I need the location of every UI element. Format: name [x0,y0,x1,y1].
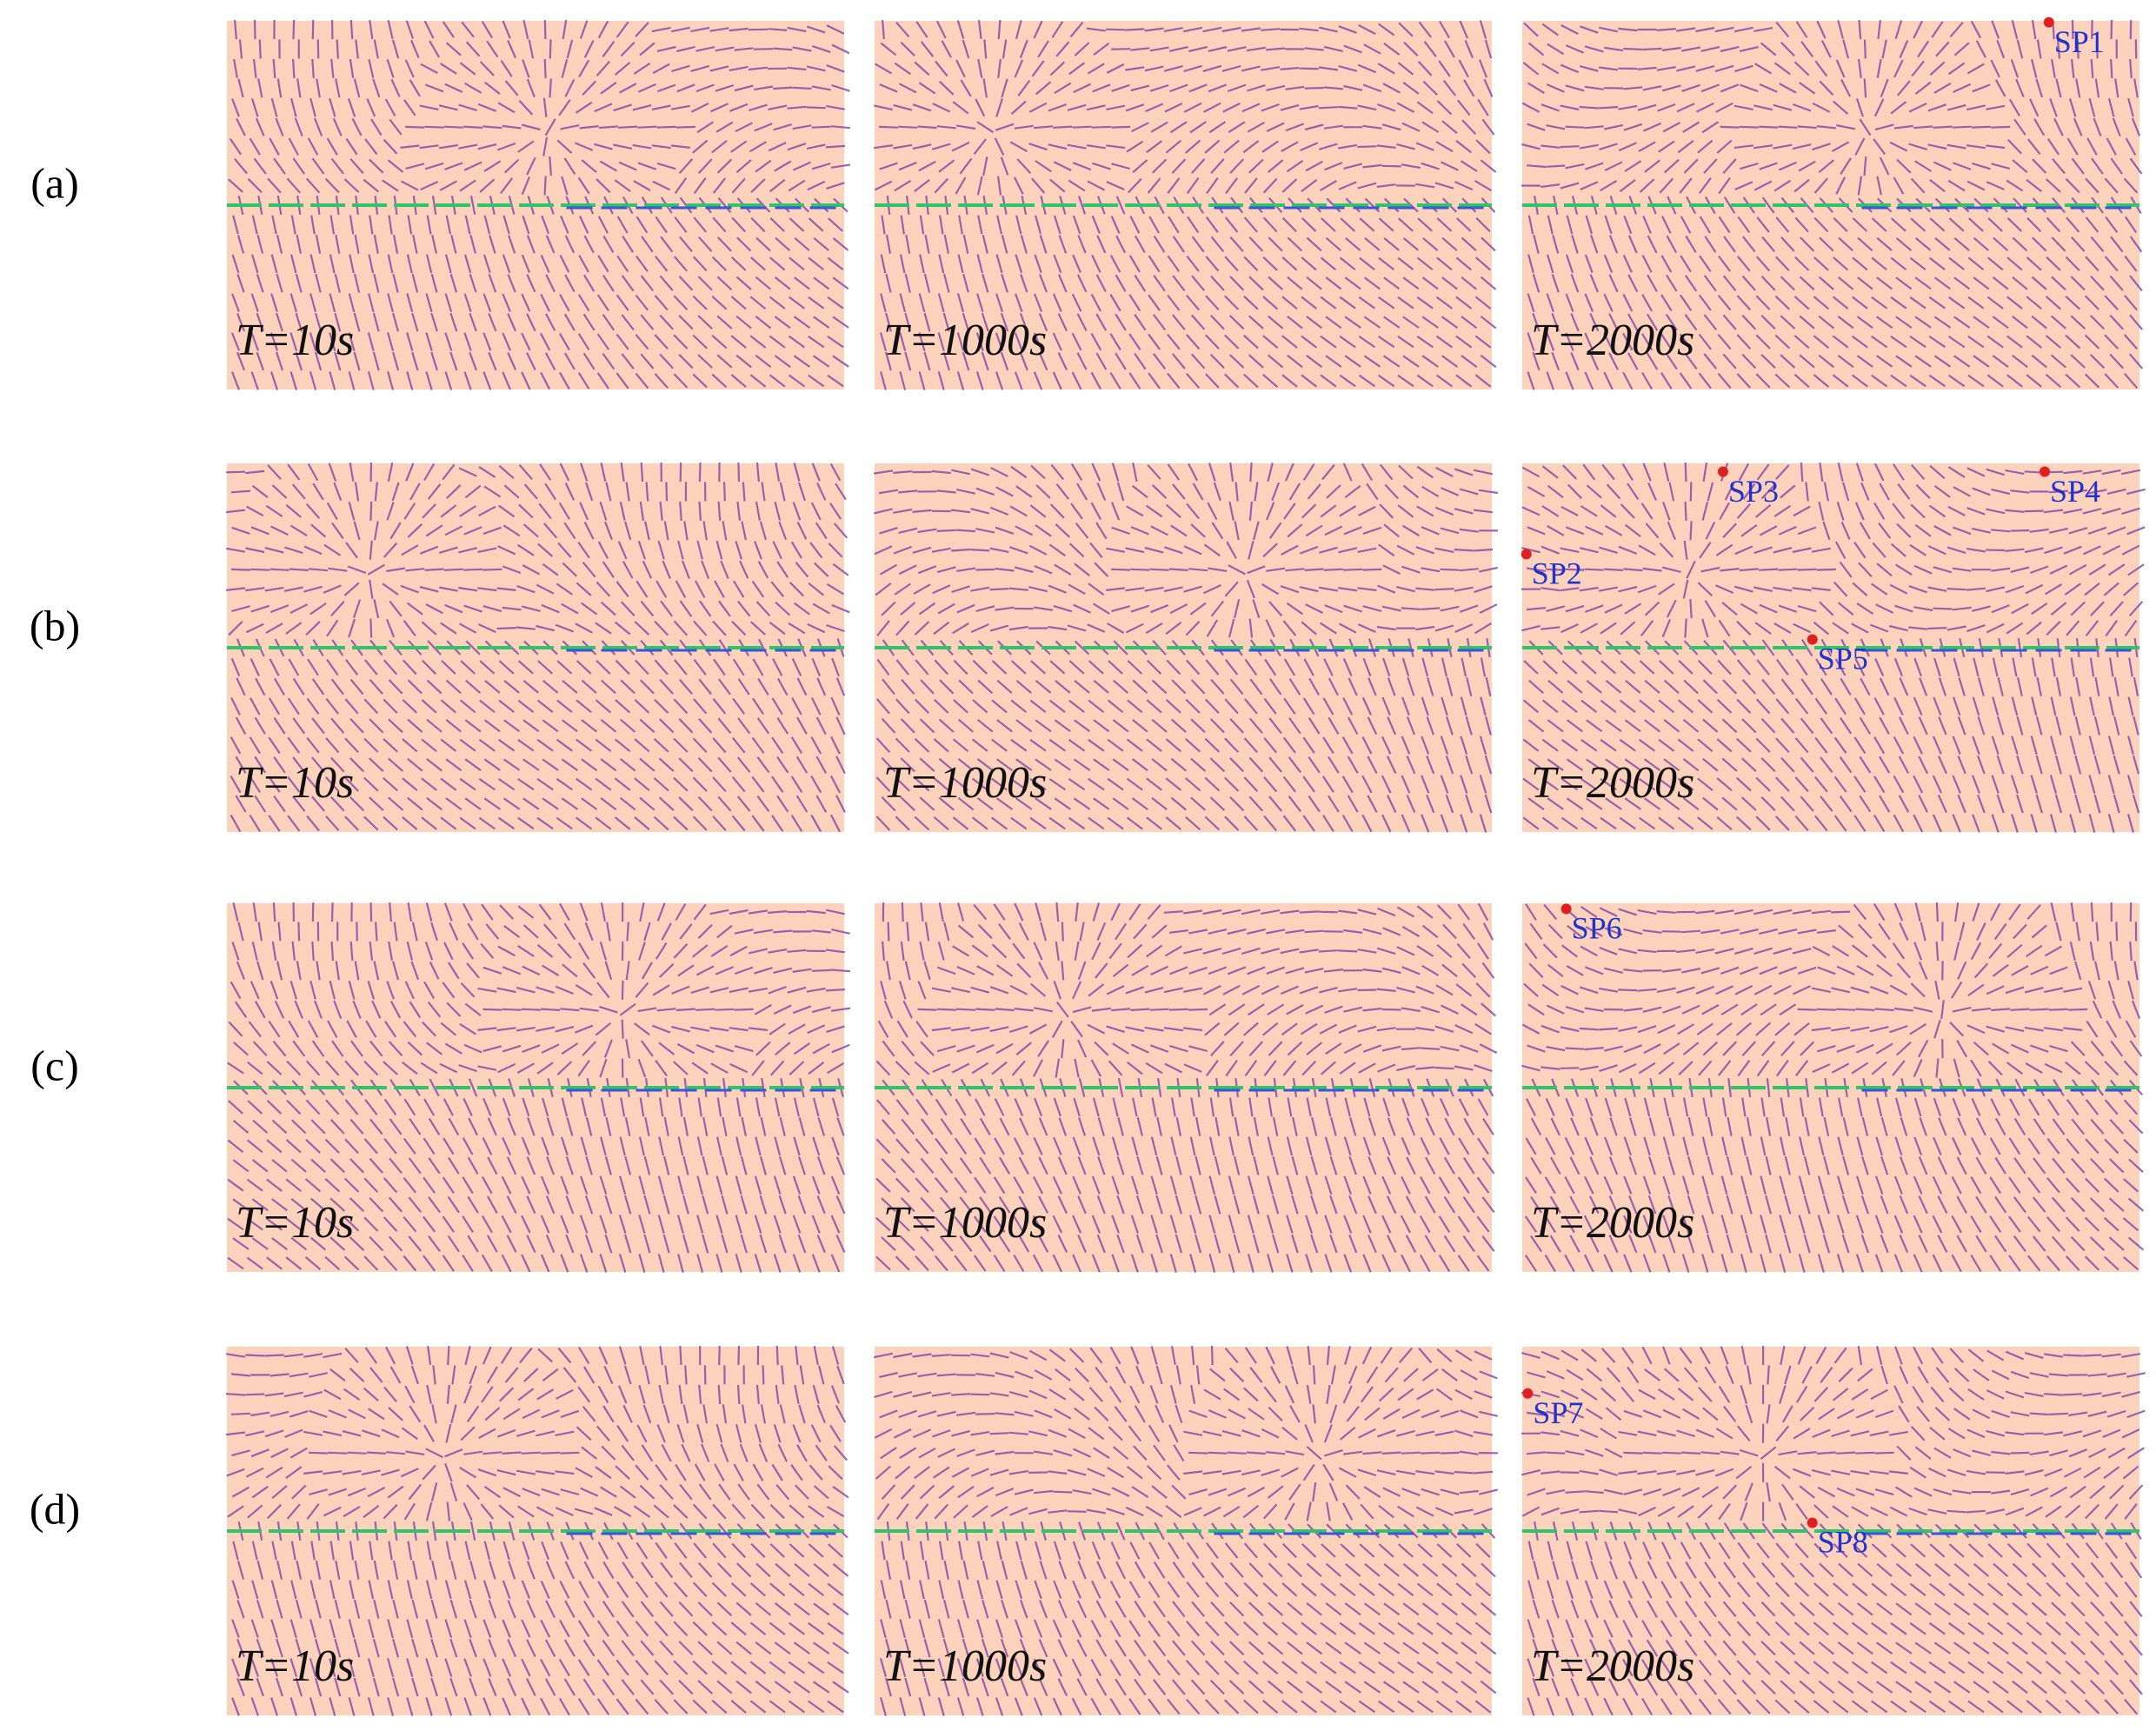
vector-arrows [1521,902,2145,1273]
time-label: T=1000s [883,1198,1047,1248]
row-label: (c) [30,1041,79,1089]
sample-point [2040,466,2051,477]
vector-field-panel: T=2000s SP2 SP3 SP4 SP5 [1521,462,2146,833]
time-label: T=2000s [1531,1198,1694,1248]
time-label: T=10s [236,758,354,808]
vector-field-panel: T=2000s SP1 [1521,17,2144,390]
time-label: T=2000s [1531,1641,1694,1691]
sample-point-label: SP3 [1728,474,1779,509]
sample-point-label: SP5 [1818,642,1868,676]
sample-point-label: SP4 [2050,474,2100,509]
sample-point-label: SP1 [2054,24,2105,59]
vector-arrows [1521,19,2144,390]
vector-field-panel: T=1000s [875,902,1498,1273]
vector-field-panel: T=10s [227,902,851,1273]
sample-point [2043,17,2054,28]
vector-arrows [225,1345,849,1716]
sample-point-label: SP6 [1572,911,1622,946]
time-label: T=10s [236,1641,354,1691]
time-label: T=1000s [883,758,1047,808]
sample-point [1717,466,1728,477]
vector-arrows [875,902,1498,1273]
sample-point-label: SP7 [1533,1395,1583,1430]
vector-field-panel: T=1000s [873,462,1499,833]
sample-point [1560,903,1572,915]
row-label: (d) [30,1484,80,1533]
vector-field-panel: T=1000s [873,1345,1499,1716]
sample-point [1807,634,1818,645]
sample-point-label: SP2 [1532,556,1582,591]
vector-arrows [873,1345,1499,1716]
vector-arrows [873,19,1497,390]
time-label: T=2000s [1531,758,1694,808]
vector-field-panel: T=1000s [873,19,1497,390]
sample-point [1521,549,1532,560]
time-label: T=10s [236,316,354,365]
vector-arrows [227,902,851,1273]
vector-arrows [1521,462,2146,833]
sample-point-label: SP8 [1818,1525,1868,1560]
vector-field-panel: T=2000s SP7 SP8 [1521,1345,2146,1716]
vector-arrows [873,462,1499,833]
vector-arrows [228,19,851,390]
vector-arrows [1521,1345,2146,1716]
sample-point [1807,1517,1818,1528]
vector-field-panel: T=10s [225,1345,849,1716]
time-label: T=2000s [1531,316,1694,365]
sample-point [1522,1388,1534,1399]
time-label: T=1000s [883,1641,1047,1691]
time-label: T=1000s [883,316,1047,365]
vector-field-panel: T=10s [225,462,850,833]
vector-arrows [225,462,850,833]
vector-field-panel: T=2000s SP6 [1521,902,2145,1273]
row-label: (a) [30,158,79,207]
vector-field-panel: T=10s [227,19,851,390]
time-label: T=10s [236,1198,354,1248]
row-label: (b) [30,601,80,649]
